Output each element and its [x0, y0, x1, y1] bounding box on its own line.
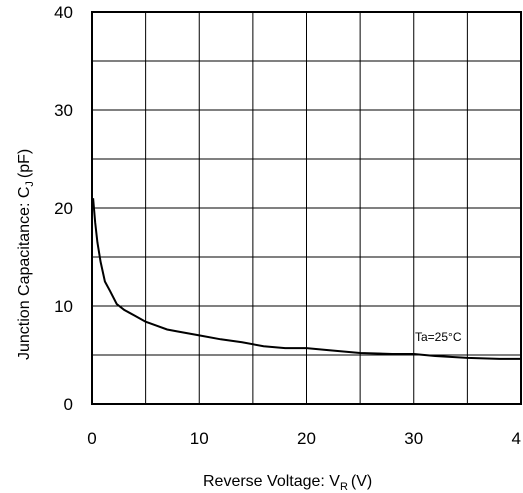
x-tick-labels: 0 10 20 30 4	[87, 429, 521, 448]
x-tick-label: 4	[512, 429, 521, 448]
x-tick-label: 10	[190, 429, 209, 448]
capacitance-curve	[92, 198, 521, 360]
x-tick-label: 30	[404, 429, 423, 448]
x-axis-title: Reverse Voltage: VR (V)	[203, 473, 372, 493]
x-tick-label: 0	[87, 429, 96, 448]
y-axis-title: Junction Capacitance: CJ(pF)	[16, 149, 36, 360]
plot-frame	[91, 11, 522, 405]
temperature-annotation: Ta=25°C	[415, 330, 462, 344]
y-tick-label: 20	[54, 199, 73, 218]
y-tick-label: 30	[54, 101, 73, 120]
x-tick-label: 20	[297, 429, 316, 448]
grid	[92, 12, 521, 404]
y-tick-labels: 0 10 20 30 40	[54, 3, 73, 414]
y-tick-label: 10	[54, 297, 73, 316]
y-tick-label: 0	[64, 395, 73, 414]
y-tick-label: 40	[54, 3, 73, 22]
